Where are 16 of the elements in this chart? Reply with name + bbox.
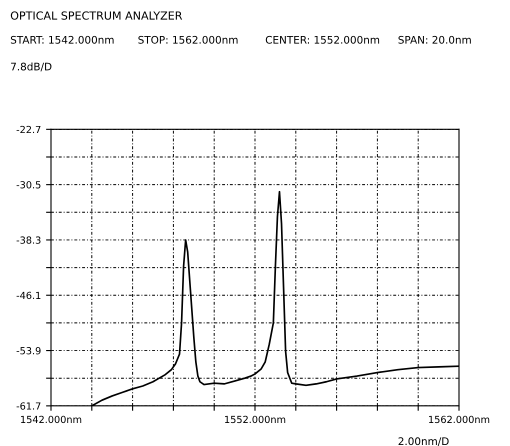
y-tick-label: -53.9 [16,347,41,354]
chart-title: OPTICAL SPECTRUM ANALYZER [10,11,182,20]
y-tick-label: -38.3 [16,236,40,244]
text: CENTER: 1552.000nm [266,36,380,44]
y-tick-label: -61.7 [16,402,40,410]
text: START: 1542.000nm [10,36,114,44]
y-tick-label: -22.7 [16,126,40,134]
x-tick-label: 1542.000nm [21,416,82,424]
text: STOP: 1562.000nm [138,36,238,44]
y-tick-label: -46.1 [16,292,40,300]
text: SPAN: 20.0nm [398,36,471,44]
x-tick-label: 1552.000nm [225,416,286,424]
text: 7.8dB/D [11,62,52,72]
x-tick-label: 1562.000nm [429,416,490,424]
text: 2.00nm/D [398,437,449,446]
y-tick-label: -30.5 [16,181,40,188]
